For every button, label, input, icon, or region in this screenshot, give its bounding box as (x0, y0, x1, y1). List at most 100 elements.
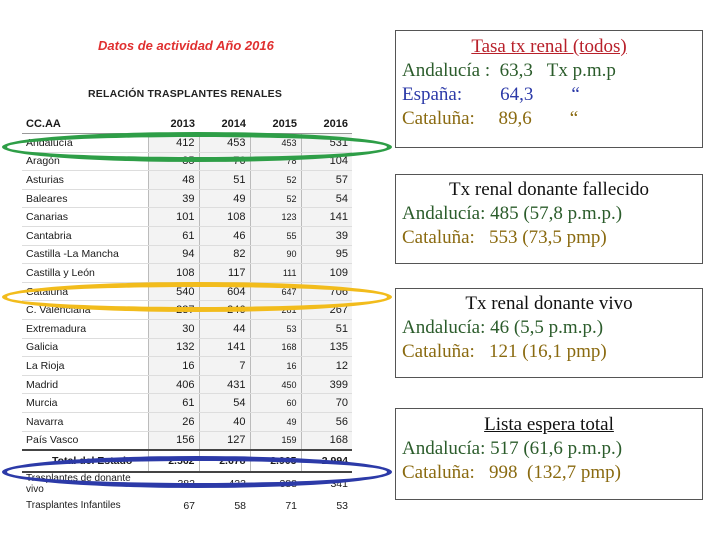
table-cell: 12 (300, 356, 352, 376)
table-cell: 108 (198, 207, 250, 228)
region-name: La Rioja (22, 356, 148, 376)
table-cell: 111 (249, 263, 301, 283)
box-heading: Tasa tx renal (todos) (471, 36, 627, 57)
box-heading: Tx renal donante fallecido (449, 179, 649, 200)
table-cell: 44 (198, 319, 250, 339)
table-cell: 39 (147, 189, 199, 209)
region-name: Baleares (22, 189, 148, 209)
box-lista-espera: Lista espera total Andalucía: 517 (61,6 … (395, 408, 703, 500)
region-name: Canarias (22, 207, 148, 228)
foot-label: Trasplantes Infantiles (26, 500, 121, 512)
table-row: Baleares 39 49 52 54 (22, 189, 352, 209)
box-line-cataluna: Cataluña: 553 (73,5 pmp) (402, 227, 607, 248)
table-cell: 70 (300, 393, 352, 413)
region-name: Madrid (22, 375, 148, 395)
box-line-andalucia: Andalucía: 46 (5,5 p.m.p.) (402, 317, 604, 338)
box-line-cataluna: Cataluña: 121 (16,1 pmp) (402, 341, 607, 362)
table-cell: 61 (147, 226, 199, 246)
table-row: Cantabria 61 46 55 39 (22, 226, 352, 246)
box-heading: Lista espera total (484, 414, 614, 435)
table-cell: 26 (147, 412, 199, 432)
table-cell: 52 (249, 170, 301, 190)
table-row: Madrid 406 431 450 399 (22, 375, 352, 395)
region-name: Cantabria (22, 226, 148, 246)
table-row: País Vasco 156 127 159 168 (22, 431, 352, 451)
table-cell: 39 (300, 226, 352, 246)
table-cell: 399 (300, 375, 352, 395)
header-2014: 2014 (199, 115, 250, 135)
region-name: Navarra (22, 412, 148, 432)
table-row: La Rioja 16 7 16 12 (22, 356, 352, 376)
table-cell: 52 (249, 189, 301, 209)
table-cell: 450 (249, 375, 301, 395)
table-cell: 49 (249, 412, 301, 432)
table-cell: 141 (198, 338, 250, 358)
andalucia-highlight-ellipse (2, 132, 392, 162)
table-cell: 94 (147, 245, 199, 265)
table-cell: 141 (300, 207, 352, 228)
table-cell: 53 (336, 499, 348, 512)
table-cell: 123 (249, 207, 301, 228)
table-cell: 7 (198, 356, 250, 376)
region-name: Extremadura (22, 319, 148, 339)
table-cell: 40 (198, 412, 250, 432)
table-row: Canarias 101 108 123 141 (22, 207, 352, 228)
box-line-cataluna: Cataluña: 89,6 “ (402, 108, 579, 129)
table-cell: 56 (300, 412, 352, 432)
table-row: Galicia 132 141 168 135 (22, 338, 352, 358)
table-cell: 156 (147, 431, 199, 451)
table-row: Castilla -La Mancha 94 82 90 95 (22, 245, 352, 265)
table-cell: 54 (300, 189, 352, 209)
table-cell: 406 (147, 375, 199, 395)
region-name: Asturias (22, 170, 148, 190)
box-tasa-tx-renal: Tasa tx renal (todos) Andalucía : 63,3 T… (395, 30, 703, 148)
box-line-cataluna: Cataluña: 998 (132,7 pmp) (402, 462, 621, 483)
foot-row-pediatric: Trasplantes Infantiles 67 58 71 53 (22, 495, 352, 517)
table-cell: 51 (198, 170, 250, 190)
table-cell: 108 (147, 263, 199, 283)
table-cell: 71 (285, 499, 297, 512)
table-cell: 90 (249, 245, 301, 265)
table-cell: 57 (300, 170, 352, 190)
region-name: Murcia (22, 393, 148, 413)
region-name: Galicia (22, 338, 148, 358)
table-cell: 135 (300, 338, 352, 358)
total-highlight-ellipse (2, 456, 392, 488)
table-cell: 168 (249, 338, 301, 358)
region-name: País Vasco (22, 431, 148, 451)
header-ccaa: CC.AA (22, 115, 148, 135)
box-line-andalucia: Andalucía : 63,3 Tx p.m.p (402, 60, 616, 81)
table-cell: 101 (147, 207, 199, 228)
table-cell: 82 (198, 245, 250, 265)
cataluna-highlight-ellipse (2, 282, 392, 312)
table-cell: 168 (300, 431, 352, 451)
table-cell: 132 (147, 338, 199, 358)
box-line-andalucia: Andalucía: 485 (57,8 p.m.p.) (402, 203, 623, 224)
box-donante-fallecido: Tx renal donante fallecido Andalucía: 48… (395, 174, 703, 264)
table-cell: 67 (183, 499, 195, 512)
table-cell: 54 (198, 393, 250, 413)
left-subtitle: RELACIÓN TRASPLANTES RENALES (88, 88, 283, 100)
table-row: Castilla y León 108 117 111 109 (22, 263, 352, 283)
table-cell: 53 (249, 319, 301, 339)
table-cell: 51 (300, 319, 352, 339)
table-row: Navarra 26 40 49 56 (22, 412, 352, 432)
table-cell: 48 (147, 170, 199, 190)
table-cell: 109 (300, 263, 352, 283)
region-name: Castilla -La Mancha (22, 245, 148, 265)
table-cell: 16 (249, 356, 301, 376)
table-cell: 55 (249, 226, 301, 246)
table-cell: 117 (198, 263, 250, 283)
table-row: Murcia 61 54 60 70 (22, 393, 352, 413)
header-2015: 2015 (250, 115, 301, 135)
table-cell: 95 (300, 245, 352, 265)
left-title: Datos de actividad Año 2016 (98, 38, 274, 53)
table-cell: 60 (249, 393, 301, 413)
table-row: Asturias 48 51 52 57 (22, 170, 352, 190)
table-cell: 127 (198, 431, 250, 451)
table-cell: 16 (147, 356, 199, 376)
box-heading: Tx renal donante vivo (465, 293, 633, 314)
table-cell: 30 (147, 319, 199, 339)
table-cell: 159 (249, 431, 301, 451)
header-2013: 2013 (148, 115, 199, 135)
